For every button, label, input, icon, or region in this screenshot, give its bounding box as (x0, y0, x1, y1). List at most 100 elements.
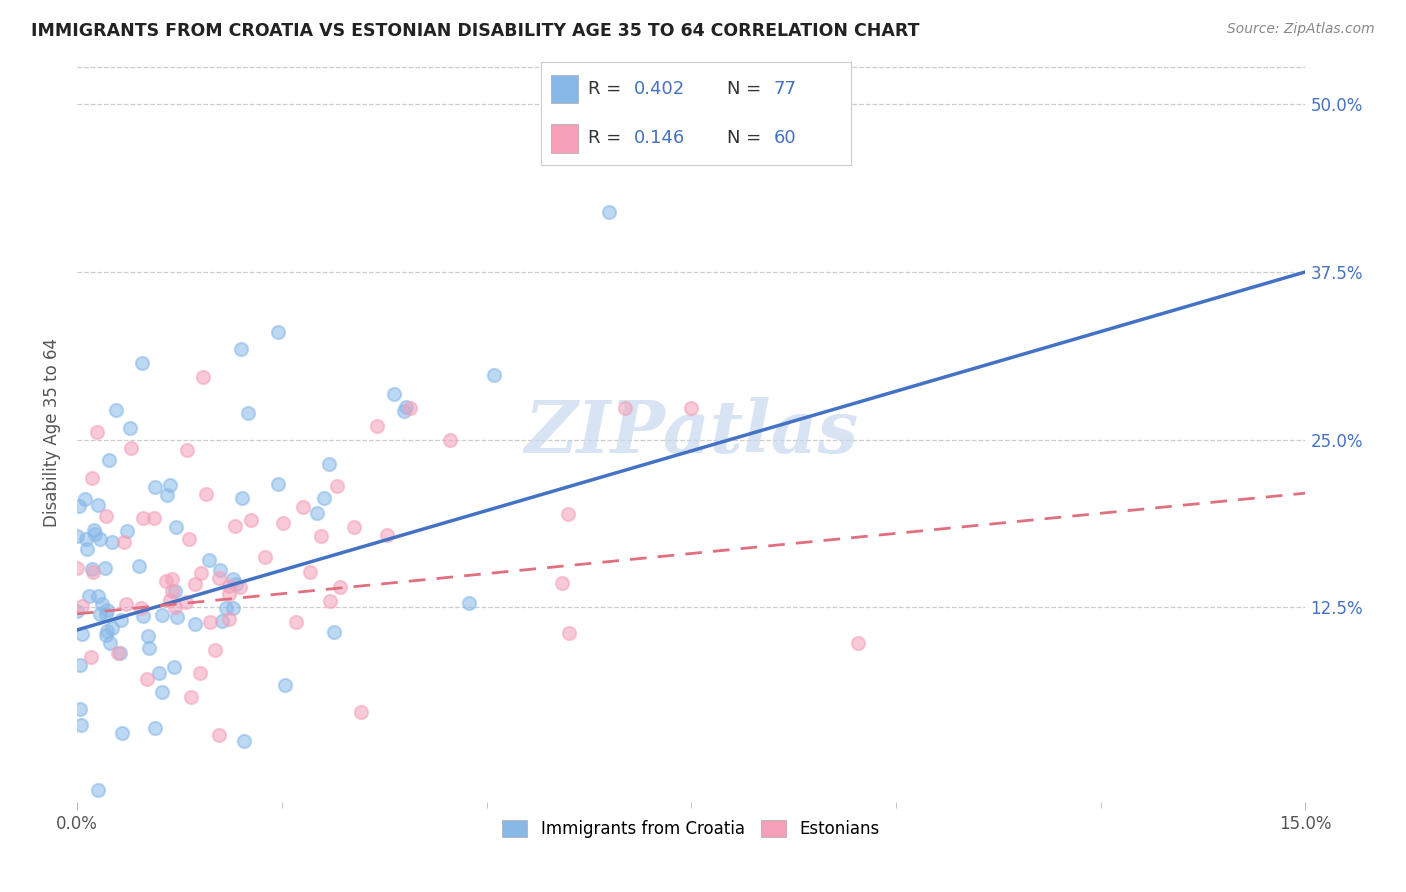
Point (118, 420, 141, 434)
Point (115, 524, 138, 538)
Text: N =: N = (727, 129, 766, 147)
Legend: Immigrants from Croatia, Estonians: Immigrants from Croatia, Estonians (496, 814, 887, 845)
Point (598, 204, 620, 219)
Point (214, 601, 236, 615)
Point (115, 597, 138, 611)
Point (179, 532, 201, 546)
Text: 0.146: 0.146 (634, 129, 685, 147)
Point (96, 603, 118, 617)
Point (163, 660, 186, 674)
Point (188, 666, 211, 681)
Point (166, 609, 188, 624)
Point (131, 356, 153, 370)
Point (204, 643, 226, 657)
Point (66, 604, 89, 618)
Point (77, 589, 100, 603)
Point (129, 601, 152, 615)
Point (160, 572, 183, 586)
Point (198, 615, 221, 629)
Point (120, 441, 142, 455)
Point (395, 400, 418, 414)
Point (184, 617, 207, 632)
Point (75, 532, 97, 546)
Point (82, 565, 104, 579)
Point (150, 684, 173, 698)
Point (69, 657, 91, 672)
Point (198, 553, 221, 567)
Point (156, 488, 179, 502)
Point (82, 470, 104, 484)
Point (86, 783, 108, 797)
Point (107, 646, 129, 660)
Point (135, 672, 157, 686)
Point (190, 566, 212, 580)
Point (138, 640, 160, 655)
Point (319, 594, 342, 608)
Point (75, 492, 97, 507)
Point (208, 571, 231, 585)
Point (69, 702, 91, 716)
Point (298, 565, 321, 579)
Point (176, 442, 198, 457)
Point (105, 403, 128, 417)
Text: N =: N = (727, 80, 766, 98)
Point (100, 621, 122, 635)
Point (231, 491, 253, 505)
Point (366, 418, 388, 433)
Point (86, 425, 108, 439)
Point (124, 821, 146, 835)
Point (439, 433, 461, 447)
Point (86, 589, 108, 603)
Point (165, 583, 187, 598)
Point (174, 595, 197, 609)
Point (309, 529, 332, 543)
Point (285, 615, 308, 629)
Point (83, 523, 105, 537)
Point (222, 572, 245, 586)
Point (305, 506, 328, 520)
Point (322, 625, 344, 640)
Point (211, 614, 233, 628)
Point (458, 596, 481, 610)
Point (326, 479, 349, 493)
Text: Source: ZipAtlas.com: Source: ZipAtlas.com (1227, 22, 1375, 37)
Text: 60: 60 (773, 129, 796, 147)
Point (83, 526, 105, 541)
Point (70, 627, 93, 641)
Point (148, 666, 170, 681)
Point (132, 511, 155, 525)
Point (66, 529, 89, 543)
Point (274, 678, 297, 692)
Point (128, 558, 150, 573)
Point (82, 562, 104, 576)
Point (271, 516, 294, 530)
Point (551, 576, 574, 591)
Point (399, 401, 422, 416)
Text: R =: R = (588, 80, 627, 98)
Point (240, 513, 263, 527)
Point (136, 630, 159, 644)
Point (392, 404, 415, 418)
Point (312, 491, 335, 506)
Point (231, 342, 253, 356)
Point (482, 368, 505, 382)
Point (218, 587, 240, 601)
Point (267, 477, 290, 491)
Point (846, 635, 869, 649)
Point (90, 597, 112, 611)
Point (159, 593, 181, 607)
Text: IMMIGRANTS FROM CROATIA VS ESTONIAN DISABILITY AGE 35 TO 64 CORRELATION CHART: IMMIGRANTS FROM CROATIA VS ESTONIAN DISA… (31, 22, 920, 40)
Point (155, 574, 177, 588)
Point (143, 721, 166, 735)
Point (218, 579, 240, 593)
Point (180, 690, 202, 704)
Point (159, 478, 181, 492)
Point (222, 601, 245, 615)
Point (375, 528, 398, 542)
Point (100, 535, 122, 549)
Point (72, 599, 94, 613)
Point (80, 650, 103, 665)
Text: 0.402: 0.402 (634, 80, 685, 98)
Point (150, 607, 173, 622)
Point (94, 607, 117, 622)
